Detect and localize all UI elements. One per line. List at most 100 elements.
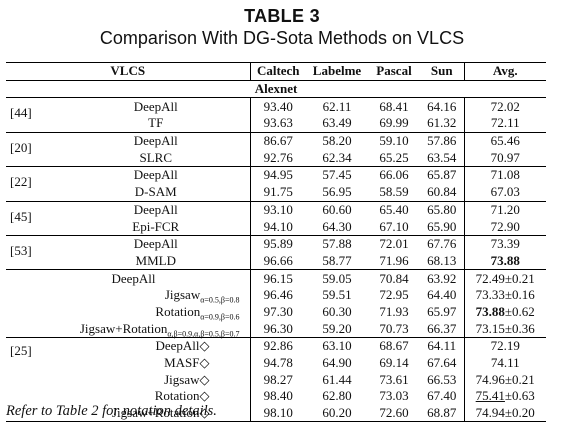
method-name: Epi-FCR (132, 218, 180, 234)
method-name: DeepAll (133, 98, 178, 114)
table-row: MASF◇ 94.78 64.90 69.14 67.64 74.11 (6, 354, 546, 372)
value-cell: 60.30 (322, 303, 352, 319)
table-row: TF 93.63 63.49 69.99 61.32 72.11 (6, 115, 546, 133)
reference-label: [25] (10, 343, 32, 358)
value-cell: 58.77 (322, 252, 352, 268)
value-cell: 91.75 (263, 184, 293, 200)
value-cell: 67.64 (420, 354, 465, 372)
value-cell: 61.44 (322, 371, 352, 387)
table-row: [53] DeepAll 95.89 57.88 72.01 67.76 73.39 (6, 234, 546, 257)
best-avg-value: 73.88 (475, 303, 505, 319)
value-cell: 64.90 (322, 355, 352, 371)
value-cell: 98.40 (263, 388, 293, 404)
value-cell: 62.34 (322, 149, 352, 165)
value-cell: 86.67 (250, 131, 306, 150)
avg-cell: 74.11 (490, 355, 520, 371)
method-cell: [44] DeepAll (6, 97, 251, 120)
value-cell: 73.03 (379, 388, 409, 404)
avg-cell: 71.08 (464, 166, 546, 184)
value-cell: 58.59 (379, 184, 409, 200)
value-cell: 60.84 (420, 183, 465, 201)
table-row: Rotationα=0.9,β=0.6 97.30 60.30 71.93 65.97 7… (6, 303, 546, 322)
value-cell: 62.11 (306, 97, 368, 116)
method-cell: Jigsaw+Rotationα,β=0.9,α,β=0.5,β=0.7 (6, 320, 251, 338)
value-cell: 60.20 (306, 404, 368, 423)
method-name: DeepAll◇ (155, 338, 210, 354)
value-cell: 95.89 (250, 234, 306, 253)
avg-cell: 73.15±0.36 (475, 320, 535, 336)
table-row: Jigsaw+Rotationα,β=0.9,α,β=0.5,β=0.7 96.3… (6, 320, 546, 338)
value-cell: 63.10 (306, 336, 368, 355)
method-cell: [22] DeepAll (6, 166, 251, 189)
value-cell: 71.93 (379, 303, 409, 319)
second-best-avg-value: 75.41 (475, 388, 505, 404)
value-cell: 57.88 (306, 234, 368, 253)
table-title: Comparison With DG-Sota Methods on VLCS (99, 28, 465, 48)
value-cell: 71.96 (379, 252, 409, 268)
value-cell: 67.76 (420, 234, 465, 253)
method-cell: DeepAll (6, 269, 251, 287)
value-cell: 65.90 (420, 218, 465, 236)
method-name: DeepAll (133, 236, 178, 252)
value-cell: 93.63 (263, 115, 293, 131)
value-cell: 94.78 (263, 355, 293, 371)
method-cell: TF (6, 115, 251, 133)
value-cell: 96.66 (263, 252, 293, 268)
table-row: SLRC 92.76 62.34 65.25 63.54 70.97 (6, 149, 546, 167)
avg-cell: 74.96±0.21 (475, 371, 535, 387)
table-row: [44] DeepAll 93.40 62.11 68.41 64.16 72.02 (6, 97, 546, 120)
table-row: Rotation◇ 98.40 62.80 73.03 67.40 75.41±0.63 (6, 388, 546, 405)
table-body: [44] DeepAll 93.40 62.11 68.41 64.16 72.02 TF 93… (6, 97, 546, 423)
table-number: TABLE 3 (244, 6, 320, 26)
value-cell: 73.61 (379, 371, 409, 387)
value-cell: 62.80 (322, 388, 352, 404)
header-row: VLCS Caltech Labelme Pascal Sun Avg. (6, 62, 546, 81)
header-col-labelme: Labelme (306, 62, 368, 81)
value-cell: 59.10 (368, 131, 420, 150)
avg-std: ±0.63 (504, 388, 535, 404)
table-row: [20] DeepAll 86.67 58.20 59.10 57.86 65.46 (6, 131, 546, 154)
method-cell: [53] DeepAll (6, 234, 251, 257)
value-cell: 72.01 (368, 234, 420, 253)
header-col-sun: Sun (420, 62, 465, 81)
value-cell: 96.30 (263, 320, 293, 336)
value-cell: 64.40 (420, 286, 465, 304)
value-cell: 72.95 (379, 287, 409, 303)
value-cell: 92.86 (250, 336, 306, 355)
value-cell: 56.95 (322, 184, 352, 200)
table-row: MMLD 96.66 58.77 71.96 68.13 73.88 (6, 252, 546, 270)
table-row: Jigsawα=0.5,β=0.8 96.46 59.51 72.95 64.40 73.… (6, 286, 546, 304)
value-cell: 66.37 (420, 320, 465, 338)
method-name: MMLD (135, 252, 176, 268)
value-cell: 59.20 (322, 320, 352, 336)
avg-cell: 73.33±0.16 (475, 287, 535, 303)
avg-cell: 73.39 (464, 234, 546, 253)
value-cell: 66.06 (368, 166, 420, 184)
method-cell: MASF◇ (6, 354, 251, 372)
method-cell: Jigsaw◇ (6, 371, 251, 389)
method-name: Rotation◇ (154, 388, 210, 404)
avg-cell: 72.11 (490, 115, 520, 131)
avg-cell: 71.20 (464, 200, 546, 219)
results-table: VLCS Caltech Labelme Pascal Sun Avg. Ale… (6, 62, 546, 423)
value-cell: 94.10 (263, 218, 293, 234)
table-row: Jigsaw+Rotation◇ 98.10 60.20 72.60 68.87 74.9… (6, 404, 546, 423)
value-cell: 63.49 (322, 115, 352, 131)
value-cell: 96.15 (250, 269, 306, 287)
value-cell: 70.84 (368, 269, 420, 287)
method-name: Jigsaw+Rotation (79, 320, 168, 336)
value-cell: 57.86 (420, 131, 465, 150)
value-cell: 57.45 (306, 166, 368, 184)
avg-cell: 65.46 (464, 131, 546, 150)
avg-cell: 70.97 (490, 149, 520, 165)
value-cell: 63.54 (420, 149, 465, 167)
method-name: Rotation (155, 303, 201, 319)
value-cell: 97.30 (263, 303, 293, 319)
value-cell: 59.05 (306, 269, 368, 287)
avg-cell: 72.02 (464, 97, 546, 116)
table-row: [45] DeepAll 93.10 60.60 65.40 65.80 71.20 (6, 200, 546, 223)
method-name: Jigsaw◇ (164, 371, 210, 387)
method-name: DeepAll (133, 133, 178, 149)
method-subscript: α=0.9,β=0.6 (200, 312, 240, 322)
